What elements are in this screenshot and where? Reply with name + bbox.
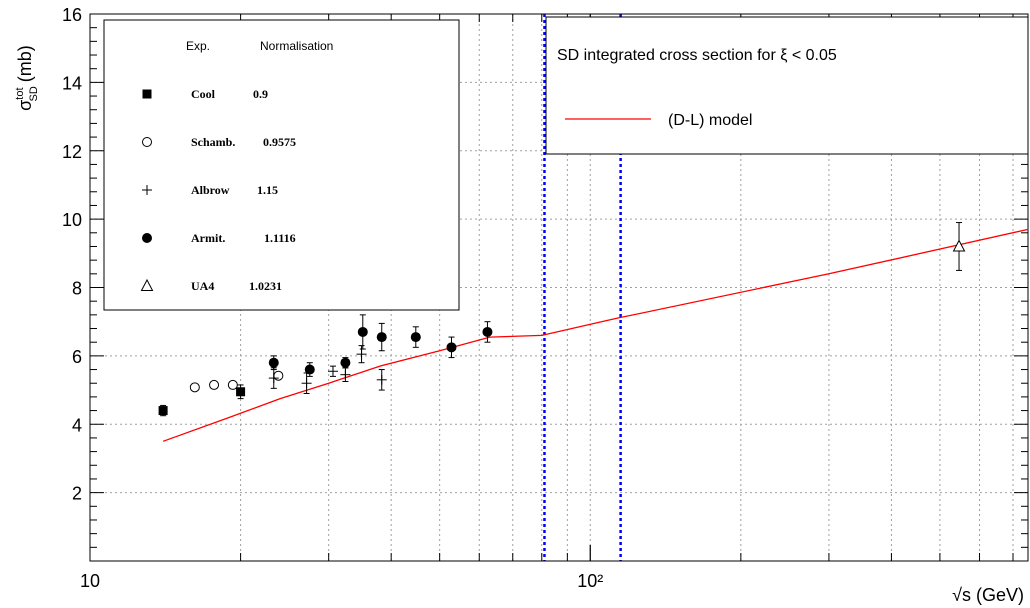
legend-marker [142, 233, 152, 243]
y-tick-label: 12 [62, 142, 82, 162]
y-tick-label: 10 [62, 210, 82, 230]
data-point-schamb [209, 379, 220, 390]
model-curve-layer [162, 228, 1029, 442]
legend-header-exp: Exp. [186, 39, 210, 53]
legend-label: Albrow [191, 183, 230, 197]
legend-model-box [545, 16, 1029, 155]
legend-model-heading: SD integrated cross section for ξ < 0.05 [557, 47, 837, 64]
x-tick-label: 10 [80, 571, 100, 591]
x-axis-label: √s (GeV) [952, 585, 1024, 605]
y-axis-label: σtot SD (mb) [14, 45, 40, 111]
y-tick-label: 16 [62, 5, 82, 25]
y-tick-label: 4 [72, 415, 82, 435]
data-point-schamb [273, 370, 284, 381]
data-point-albrow [376, 374, 387, 385]
y-axis-label-superscript: tot [14, 87, 26, 99]
data-point-albrow [340, 369, 351, 380]
data-point-albrow [301, 378, 312, 389]
y-tick-label: 6 [72, 347, 82, 367]
legend-model-label: (D-L) model [668, 112, 752, 129]
data-point-schamb [227, 379, 238, 390]
legend-marker [140, 278, 154, 291]
legend-model: SD integrated cross section for ξ < 0.05… [545, 16, 1029, 155]
y-axis-label-unit: (mb) [15, 45, 35, 82]
legend-marker [142, 185, 152, 195]
legend-norm-value: 1.0231 [249, 279, 282, 293]
legend-norm-value: 1.1116 [264, 231, 296, 245]
data-point-schamb [189, 382, 200, 393]
axes: 2 4 6 8 10 12 14 16 10 10² [62, 5, 1029, 591]
legend-label: Cool [191, 87, 216, 101]
data-point-albrow [356, 349, 367, 360]
data-point-armit [357, 326, 368, 337]
y-tick-label: 14 [62, 73, 82, 93]
legend-marker [142, 137, 152, 147]
legend-experiments: Exp. Normalisation Cool 0.9 Schamb. 0.9575 Alb… [103, 19, 460, 311]
data-point-armit [376, 332, 387, 343]
y-tick-label: 2 [72, 484, 82, 504]
legend-marker [142, 89, 152, 99]
data-point-armit [340, 357, 351, 368]
legend-norm-value: 1.15 [257, 183, 278, 197]
data-point-albrow [268, 373, 279, 384]
legend-norm-value: 0.9 [253, 87, 268, 101]
legend-norm-value: 0.9575 [263, 135, 296, 149]
data-point-armit [268, 357, 279, 368]
legend-label: UA4 [191, 279, 214, 293]
legend-box [103, 19, 460, 311]
y-axis-label-subscript: SD [28, 86, 40, 101]
data-point-ua4 [952, 239, 966, 252]
legend-label: Armit. [191, 231, 225, 245]
data-point-albrow [327, 366, 338, 377]
y-axis-label-symbol: σ [15, 100, 35, 111]
legend-header-norm: Normalisation [260, 39, 333, 53]
model-curve [162, 228, 1029, 442]
x-tick-label: 10² [577, 571, 603, 591]
data-point-armit [410, 332, 421, 343]
data-point-armit [446, 342, 457, 353]
data-points [158, 222, 966, 417]
data-point-cool [236, 387, 246, 397]
y-tick-label: 8 [72, 279, 82, 299]
data-point-cool [158, 406, 168, 416]
data-point-armit [304, 364, 315, 375]
data-point-armit [482, 326, 493, 337]
legend-label: Schamb. [191, 135, 235, 149]
